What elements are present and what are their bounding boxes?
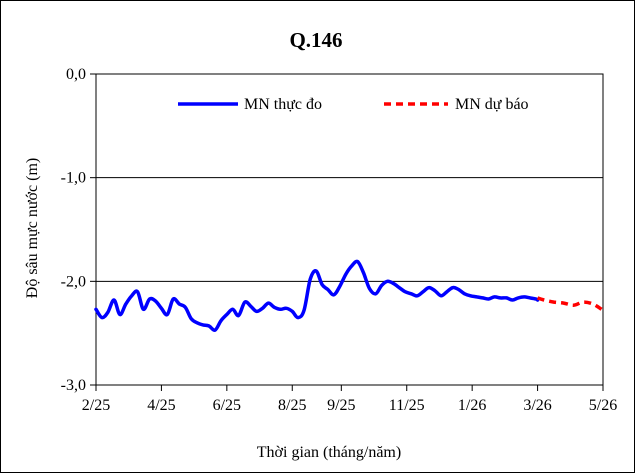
- x-tick-label-7: 3/26: [523, 397, 551, 414]
- series-lines: [94, 259, 605, 332]
- x-tick-label-6: 1/26: [458, 397, 486, 414]
- y-tick-label-2: -2,0: [61, 273, 86, 290]
- x-tick-label-5: 11/25: [389, 397, 425, 414]
- x-tick-label-0: 2/25: [82, 397, 110, 414]
- x-tick-label-4: 9/25: [327, 397, 355, 414]
- y-tick-label-0: 0,0: [66, 66, 86, 83]
- x-tick-label-2: 6/25: [213, 397, 241, 414]
- x-tick-label-8: 5/26: [589, 397, 617, 414]
- x-axis-label: Thời gian (tháng/năm): [257, 444, 401, 461]
- series-line-1: [537, 296, 605, 312]
- y-axis-label: Độ sâu mực nước (m): [24, 158, 41, 298]
- plot-area: [95, 73, 604, 386]
- y-tick-labels: 0,0 -1,0 -2,0 -3,0: [61, 66, 86, 394]
- y-tick-label-1: -1,0: [61, 170, 86, 187]
- legend-label-forecast: MN dự báo: [455, 96, 529, 113]
- x-tick-label-3: 8/25: [278, 397, 306, 414]
- axes: [90, 73, 604, 391]
- x-tick-labels: 2/25 4/25 6/25 8/25 9/25 11/25 1/26 3/26 5/26: [82, 397, 617, 414]
- series-line-0: [94, 259, 540, 332]
- legend: MN thực đo MN dự báo: [178, 96, 529, 113]
- y-tick-label-3: -3,0: [61, 377, 86, 394]
- x-tick-label-1: 4/25: [147, 397, 175, 414]
- chart-title: Q.146: [289, 28, 342, 52]
- legend-label-measured: MN thực đo: [244, 96, 322, 113]
- gridlines: [96, 177, 603, 282]
